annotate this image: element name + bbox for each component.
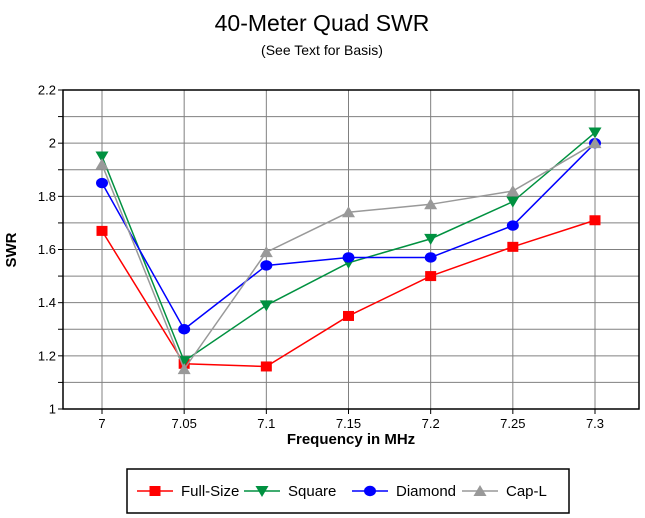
marker-full-size	[507, 241, 519, 252]
marker-diamond	[506, 220, 519, 231]
legend-label-square: Square	[288, 483, 336, 500]
marker-cap-l	[424, 198, 438, 210]
marker-diamond	[260, 260, 273, 271]
marker-diamond	[342, 252, 355, 263]
plot-series	[95, 127, 602, 375]
marker-cap-l	[259, 246, 273, 258]
x-tick-label: 7.3	[586, 416, 604, 431]
marker-square	[506, 196, 520, 208]
x-tick-label: 7.1	[257, 416, 275, 431]
marker-square	[95, 151, 109, 163]
marker-full-size	[425, 271, 437, 282]
marker-diamond	[178, 324, 191, 335]
marker-full-size	[589, 215, 601, 226]
y-tick-label: 1.2	[38, 348, 56, 363]
x-tick-label: 7.05	[172, 416, 197, 431]
y-axis-title: SWR	[3, 232, 20, 267]
legend-label-full-size: Full-Size	[181, 483, 239, 500]
marker-full-size	[343, 310, 354, 321]
marker-cap-l	[506, 185, 520, 197]
marker-cap-l	[588, 137, 602, 149]
x-tick-label: 7	[98, 416, 105, 431]
y-tick-label: 2.2	[38, 83, 56, 98]
marker-cap-l	[95, 158, 109, 170]
marker-cap-l	[177, 363, 191, 375]
marker-square	[588, 127, 602, 139]
marker-full-size	[260, 361, 272, 372]
marker-full-size	[96, 225, 108, 236]
legend-marker-diamond	[364, 485, 376, 497]
y-tick-label: 1	[49, 402, 56, 417]
marker-diamond	[96, 177, 108, 189]
legend-marker-cap-l	[473, 485, 487, 496]
legend-marker-full-size	[149, 486, 161, 496]
x-tick-label: 7.25	[500, 416, 525, 431]
axis-layer: 2.2 2 1.8 1.6 1.4 1.2 1 7 7.05 7.1 7.15 7.2 7.25 7.3	[38, 83, 640, 431]
legend: Full-Size Square Diamond Cap-L	[126, 468, 570, 514]
x-axis-title: Frequency in MHz	[287, 431, 415, 448]
grid-layer	[63, 90, 639, 409]
legend-marker-square	[255, 486, 269, 497]
x-tick-label: 7.15	[336, 416, 361, 431]
legend-label-diamond: Diamond	[396, 483, 456, 500]
legend-label-cap-l: Cap-L	[506, 483, 547, 500]
y-tick-label: 1.6	[38, 242, 56, 257]
y-tick-label: 1.8	[38, 189, 56, 204]
y-tick-label: 2	[49, 136, 56, 151]
marker-diamond	[424, 252, 437, 263]
chart-title: 40-Meter Quad SWR	[215, 10, 430, 36]
x-tick-label: 7.2	[422, 416, 440, 431]
marker-cap-l	[342, 206, 355, 218]
chart-subtitle: (See Text for Basis)	[261, 42, 383, 58]
marker-square	[177, 356, 191, 368]
marker-square	[424, 233, 438, 245]
marker-square	[259, 300, 273, 312]
y-tick-label: 1.4	[38, 295, 56, 310]
